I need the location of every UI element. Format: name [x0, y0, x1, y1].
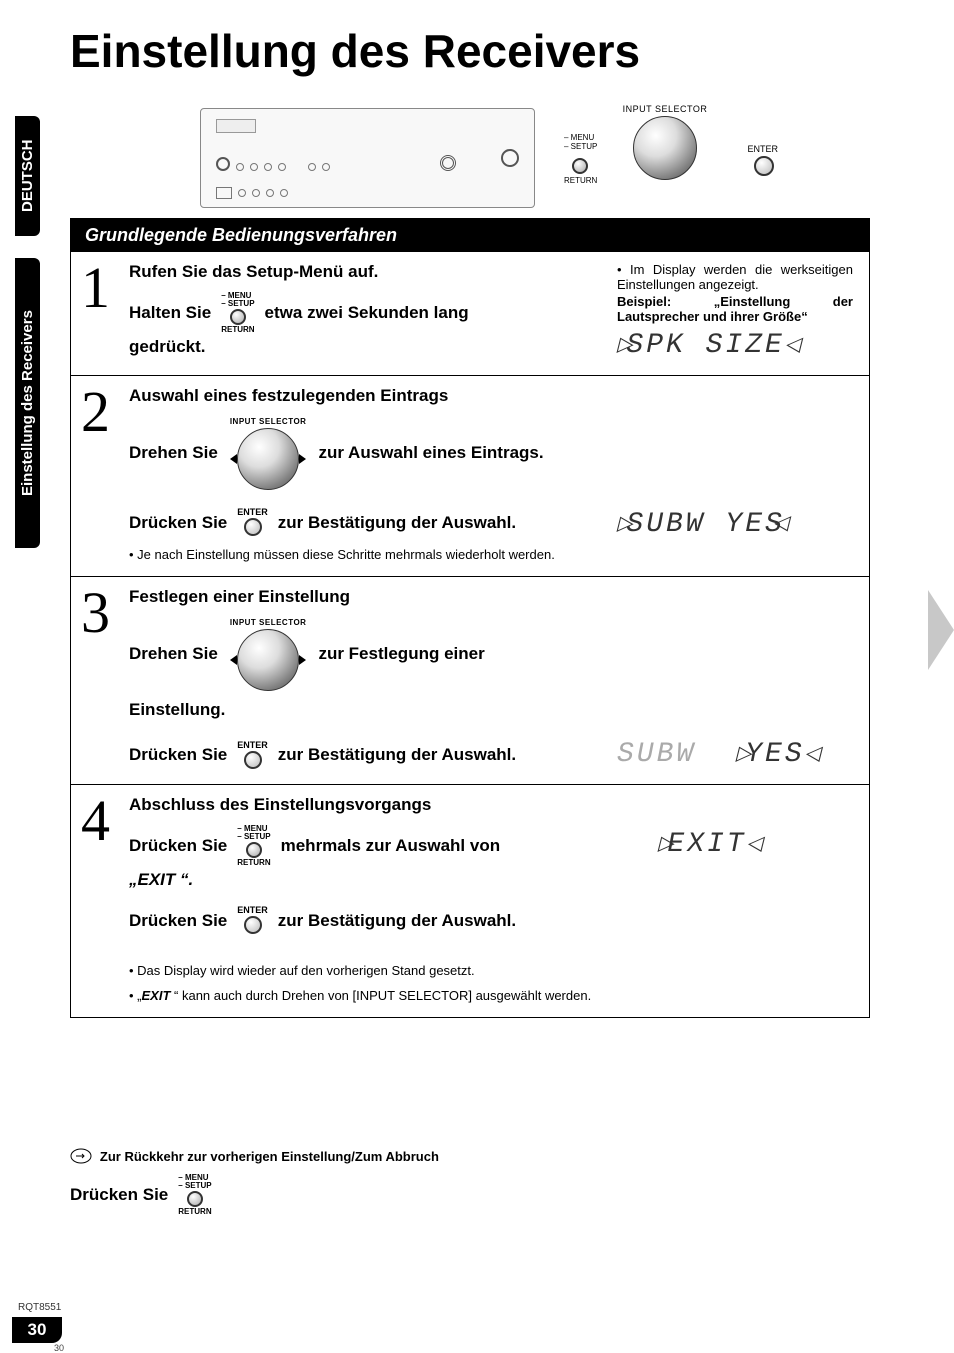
text: Einstellung.: [129, 697, 225, 723]
text: Drehen Sie: [129, 440, 218, 466]
step-number: 2: [81, 386, 129, 562]
text: zur Bestätigung der Auswahl.: [278, 510, 516, 536]
input-selector-label: INPUT SELECTOR: [570, 104, 760, 114]
enter-button-inline: ENTER: [237, 741, 268, 770]
doc-code: RQT8551: [18, 1302, 61, 1313]
step-title: Festlegen einer Einstellung: [129, 587, 607, 607]
display-readout: SUBW ▷YES◁: [617, 739, 814, 770]
setup-button-inline: – MENU – SETUP RETURN: [178, 1174, 211, 1216]
bullet: • „EXIT “ kann auch durch Drehen von [IN…: [129, 988, 607, 1003]
input-selector-dial-inline: INPUT SELECTOR: [230, 617, 307, 691]
footer-press: Drücken Sie – MENU – SETUP RETURN: [70, 1174, 216, 1216]
text: zur Auswahl eines Eintrags.: [318, 440, 543, 466]
step-2: 2 Auswahl eines festzulegenden Eintrags …: [71, 375, 869, 576]
text: Drücken Sie: [129, 833, 227, 859]
text: zur Festlegung einer: [318, 641, 484, 667]
return-title: Zur Rückkehr zur vorherigen Einstellung/…: [100, 1149, 439, 1164]
step-title: Abschluss des Einstellungsvorgangs: [129, 795, 607, 815]
text: Drücken Sie: [129, 908, 227, 934]
text: Drücken Sie: [129, 510, 227, 536]
setup-button-inline: – MENU – SETUP RETURN: [237, 825, 270, 867]
example-label: Beispiel:: [617, 294, 671, 309]
step-title: Rufen Sie das Setup-Menü auf.: [129, 262, 607, 282]
enter-button-icon: [754, 156, 774, 176]
text: zur Bestätigung der Auswahl.: [278, 908, 516, 934]
text: gedrückt.: [129, 334, 206, 360]
step-title: Auswahl eines festzulegenden Eintrags: [129, 386, 607, 406]
page-number-badge: 30: [12, 1317, 62, 1343]
step-number: 4: [81, 795, 129, 1004]
setup-label: – SETUP: [564, 142, 597, 151]
text: Halten Sie: [129, 300, 211, 326]
step-4: 4 Abschluss des Einstellungsvorgangs Drü…: [71, 784, 869, 1018]
enter-button-inline: ENTER: [237, 508, 268, 537]
bullet: • Je nach Einstellung müssen diese Schri…: [129, 547, 607, 562]
setup-button-icon: [572, 158, 588, 174]
return-label: RETURN: [564, 176, 597, 185]
text: Drücken Sie: [129, 742, 227, 768]
input-selector-dial-icon: [633, 116, 697, 180]
next-page-arrow-icon: [928, 590, 954, 670]
text: Drehen Sie: [129, 641, 218, 667]
enter-button-inline: ENTER: [237, 906, 268, 935]
text: etwa zwei Sekunden lang: [265, 300, 469, 326]
instructions-box: Grundlegende Bedienungsverfahren 1 Rufen…: [70, 218, 870, 1018]
display-readout: ▷SUBW YES◁: [617, 509, 797, 540]
note: • Im Display werden die werkseitigen Ein…: [617, 262, 853, 292]
input-selector-dial-inline: INPUT SELECTOR: [230, 416, 307, 490]
return-note: Zur Rückkehr zur vorherigen Einstellung/…: [70, 1148, 870, 1167]
section-tab: Einstellung des Receivers: [15, 258, 40, 548]
bullet: • Das Display wird wieder auf den vorher…: [129, 963, 607, 978]
text: zur Bestätigung der Auswahl.: [278, 742, 516, 768]
display-readout: ▷EXIT◁: [617, 829, 797, 860]
text: Drücken Sie: [70, 1185, 168, 1205]
hand-icon: [70, 1148, 92, 1167]
step-3: 3 Festlegen einer Einstellung Drehen Sie…: [71, 576, 869, 784]
language-tab: DEUTSCH: [15, 116, 40, 236]
page-number-small: 30: [54, 1343, 64, 1353]
menu-label: – MENU: [564, 133, 594, 142]
enter-label: ENTER: [747, 144, 778, 154]
setup-button-inline: – MENU – SETUP RETURN: [221, 292, 254, 334]
page-title: Einstellung des Receivers: [70, 24, 640, 78]
step-number: 3: [81, 587, 129, 770]
section-header: Grundlegende Bedienungsverfahren: [71, 219, 869, 252]
exit-text: „EXIT “.: [129, 867, 193, 893]
display-readout: ▷SPK SIZE◁: [617, 330, 797, 361]
step-1: 1 Rufen Sie das Setup-Menü auf. Halten S…: [71, 252, 869, 375]
receiver-front-diagram: [200, 108, 535, 208]
top-controls-diagram: INPUT SELECTOR – MENU – SETUP RETURN ENT…: [570, 104, 760, 182]
step-number: 1: [81, 262, 129, 361]
text: mehrmals zur Auswahl von: [281, 833, 500, 859]
